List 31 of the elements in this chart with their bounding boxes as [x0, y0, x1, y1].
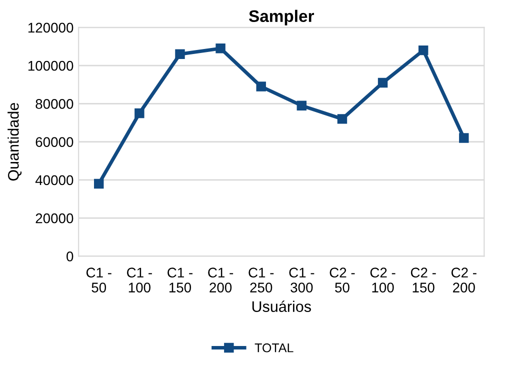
y-axis-title: Quantidade: [8, 103, 22, 181]
x-tick-label: C1 - 300: [289, 268, 314, 292]
y-tick-label: 60000: [36, 137, 74, 147]
y-tick-label: 20000: [36, 213, 74, 224]
x-tick-label: C1 - 200: [208, 268, 234, 292]
point: [459, 133, 469, 143]
point: [175, 49, 185, 59]
x-tick-label: C2 - 50: [330, 268, 355, 292]
y-tick-label: 40000: [35, 175, 74, 186]
x-tick-label: C2 - 100: [370, 268, 396, 292]
y-tick-label: 100000: [28, 60, 74, 71]
x-tick-label: C1 - 250: [248, 268, 274, 292]
point: [296, 100, 307, 110]
x-tick-label: C1 - 50: [86, 268, 112, 292]
point: [94, 178, 104, 189]
point: [134, 108, 144, 118]
x-tick-label: C1 - 100: [127, 268, 152, 292]
point: [337, 114, 348, 124]
legend-label: TOTAL: [254, 343, 294, 352]
point: [418, 45, 428, 56]
x-tick-label: C2 - 200: [451, 268, 476, 292]
point: [216, 44, 226, 54]
point: [378, 78, 388, 88]
x-tick-label: C2 - 150: [410, 268, 436, 292]
x-axis-title: Usuários: [252, 300, 311, 312]
y-tick-label: 120000: [28, 22, 74, 33]
chart-title: Sampler: [248, 10, 314, 26]
x-tick-label: C1 - 150: [168, 268, 192, 292]
y-tick-label: 80000: [36, 99, 74, 109]
point: [256, 82, 266, 92]
y-tick-label: 0: [66, 252, 74, 262]
